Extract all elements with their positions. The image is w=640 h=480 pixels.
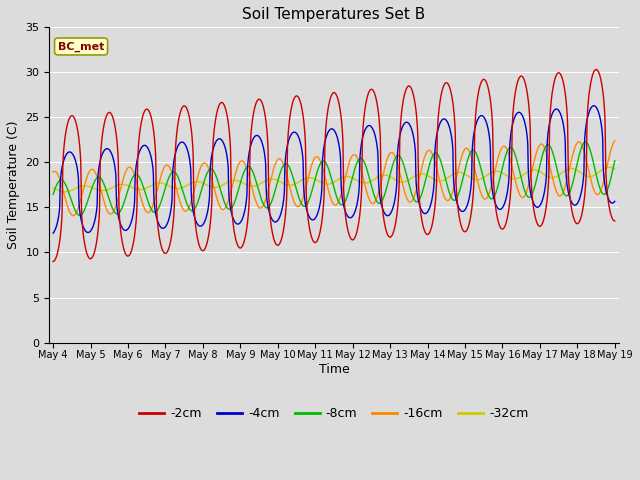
-4cm	[513, 111, 520, 117]
-32cm	[605, 164, 612, 170]
-4cm	[284, 144, 291, 150]
Line: -4cm: -4cm	[53, 106, 615, 233]
-8cm	[420, 181, 428, 187]
-4cm	[49, 230, 57, 236]
-8cm	[173, 173, 181, 179]
X-axis label: Time: Time	[319, 363, 349, 376]
-16cm	[284, 176, 291, 181]
-2cm	[561, 88, 569, 94]
-16cm	[420, 155, 428, 160]
-8cm	[561, 192, 569, 198]
-2cm	[284, 168, 291, 174]
-8cm	[76, 213, 83, 218]
-32cm	[173, 186, 181, 192]
-8cm	[49, 192, 57, 197]
-2cm	[611, 218, 619, 224]
-2cm	[49, 259, 57, 264]
-8cm	[270, 192, 278, 198]
-8cm	[611, 158, 619, 164]
-16cm	[561, 183, 569, 189]
-16cm	[513, 184, 521, 190]
Line: -8cm: -8cm	[53, 142, 615, 216]
Line: -2cm: -2cm	[53, 70, 615, 262]
Legend: -2cm, -4cm, -8cm, -16cm, -32cm: -2cm, -4cm, -8cm, -16cm, -32cm	[134, 402, 534, 425]
-16cm	[611, 138, 619, 144]
Text: BC_met: BC_met	[58, 41, 104, 52]
-16cm	[270, 165, 278, 171]
-8cm	[513, 157, 521, 163]
Title: Soil Temperatures Set B: Soil Temperatures Set B	[243, 7, 426, 22]
-4cm	[420, 210, 428, 216]
-4cm	[269, 218, 277, 224]
-8cm	[284, 162, 291, 168]
-32cm	[420, 171, 428, 177]
-32cm	[561, 168, 569, 173]
-32cm	[270, 176, 278, 182]
-32cm	[611, 167, 619, 172]
-16cm	[173, 190, 181, 196]
-32cm	[284, 182, 291, 188]
-8cm	[582, 139, 589, 145]
Line: -32cm: -32cm	[53, 167, 615, 192]
-4cm	[590, 103, 598, 108]
-4cm	[611, 198, 619, 204]
-32cm	[61, 189, 69, 195]
-4cm	[173, 145, 181, 151]
-2cm	[513, 84, 520, 89]
-2cm	[269, 235, 277, 240]
-32cm	[513, 176, 521, 181]
Line: -16cm: -16cm	[53, 141, 615, 216]
-16cm	[70, 213, 77, 218]
-4cm	[561, 133, 569, 139]
Y-axis label: Soil Temperature (C): Soil Temperature (C)	[7, 120, 20, 249]
-2cm	[173, 127, 181, 132]
-16cm	[49, 169, 57, 175]
-32cm	[49, 185, 57, 191]
-2cm	[420, 227, 428, 232]
-2cm	[592, 67, 600, 72]
